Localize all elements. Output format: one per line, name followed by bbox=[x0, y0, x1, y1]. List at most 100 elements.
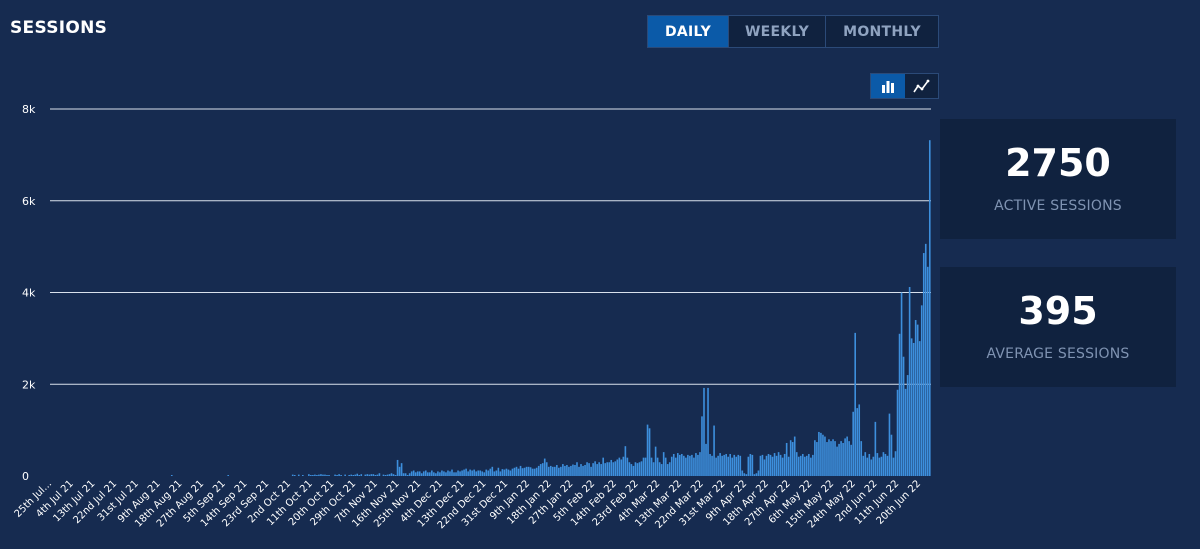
bar[interactable] bbox=[642, 457, 645, 476]
bar[interactable] bbox=[358, 475, 361, 476]
bar[interactable] bbox=[505, 468, 508, 476]
bar[interactable] bbox=[582, 465, 584, 476]
bar[interactable] bbox=[513, 467, 516, 476]
bar[interactable] bbox=[920, 305, 923, 476]
bar[interactable] bbox=[868, 453, 871, 476]
bar[interactable] bbox=[400, 463, 403, 476]
bar[interactable] bbox=[789, 440, 792, 476]
bar[interactable] bbox=[721, 455, 723, 476]
bar[interactable] bbox=[429, 472, 431, 476]
bar[interactable] bbox=[828, 439, 830, 476]
bar[interactable] bbox=[547, 466, 550, 476]
bar[interactable] bbox=[898, 333, 901, 476]
bar[interactable] bbox=[535, 467, 538, 476]
bar[interactable] bbox=[441, 470, 443, 477]
bar[interactable] bbox=[856, 408, 859, 476]
bar[interactable] bbox=[622, 456, 625, 476]
bar[interactable] bbox=[660, 464, 663, 476]
bar[interactable] bbox=[737, 454, 740, 476]
bar[interactable] bbox=[481, 471, 484, 476]
bar[interactable] bbox=[892, 457, 895, 476]
bar[interactable] bbox=[814, 440, 816, 476]
bar[interactable] bbox=[695, 453, 697, 476]
bar[interactable] bbox=[392, 474, 395, 476]
bar[interactable] bbox=[519, 465, 522, 476]
bar[interactable] bbox=[755, 473, 758, 476]
bar[interactable] bbox=[787, 456, 790, 476]
bar[interactable] bbox=[844, 438, 846, 476]
bar[interactable] bbox=[908, 287, 911, 476]
bar[interactable] bbox=[348, 475, 350, 476]
bar[interactable] bbox=[793, 436, 796, 476]
bar[interactable] bbox=[924, 243, 927, 476]
bar[interactable] bbox=[297, 474, 300, 476]
bar[interactable] bbox=[743, 473, 746, 476]
bar[interactable] bbox=[681, 453, 683, 476]
bar[interactable] bbox=[366, 474, 369, 476]
bar[interactable] bbox=[576, 462, 578, 476]
bar[interactable] bbox=[771, 456, 774, 476]
bar[interactable] bbox=[376, 474, 379, 476]
bar[interactable] bbox=[350, 474, 352, 476]
bar[interactable] bbox=[717, 455, 719, 476]
bar[interactable] bbox=[610, 459, 613, 476]
bar[interactable] bbox=[830, 441, 832, 476]
bar[interactable] bbox=[745, 474, 748, 476]
bar[interactable] bbox=[852, 411, 854, 476]
bar[interactable] bbox=[503, 469, 506, 476]
bar[interactable] bbox=[422, 471, 425, 476]
bar-chart-button[interactable] bbox=[871, 74, 905, 98]
bar[interactable] bbox=[676, 453, 679, 476]
bar[interactable] bbox=[322, 474, 324, 476]
bar[interactable] bbox=[791, 442, 794, 476]
bar[interactable] bbox=[735, 456, 738, 476]
bar[interactable] bbox=[602, 457, 604, 476]
bar[interactable] bbox=[797, 456, 800, 476]
bar[interactable] bbox=[674, 457, 677, 476]
bar[interactable] bbox=[705, 443, 707, 476]
bar[interactable] bbox=[515, 466, 518, 476]
bar[interactable] bbox=[487, 470, 490, 477]
bar[interactable] bbox=[672, 453, 675, 476]
bar[interactable] bbox=[713, 425, 715, 476]
bar[interactable] bbox=[836, 446, 838, 476]
bar[interactable] bbox=[572, 464, 574, 476]
bar[interactable] bbox=[491, 466, 494, 476]
bar[interactable] bbox=[551, 466, 554, 476]
bar[interactable] bbox=[461, 470, 463, 477]
bar[interactable] bbox=[354, 474, 357, 476]
bar[interactable] bbox=[499, 471, 502, 476]
bar[interactable] bbox=[880, 456, 883, 476]
bar[interactable] bbox=[424, 470, 427, 477]
bar[interactable] bbox=[340, 475, 342, 476]
bar[interactable] bbox=[638, 462, 641, 476]
bar[interactable] bbox=[874, 421, 877, 476]
bar[interactable] bbox=[646, 424, 649, 476]
bar[interactable] bbox=[475, 471, 477, 476]
bar[interactable] bbox=[455, 472, 457, 476]
bar[interactable] bbox=[463, 469, 465, 476]
bar[interactable] bbox=[769, 454, 772, 476]
bar[interactable] bbox=[402, 473, 405, 476]
bar[interactable] bbox=[406, 475, 409, 476]
bar[interactable] bbox=[644, 457, 647, 476]
bar[interactable] bbox=[293, 475, 296, 476]
bar[interactable] bbox=[763, 459, 766, 476]
bar[interactable] bbox=[783, 453, 786, 476]
bar[interactable] bbox=[485, 469, 488, 476]
daily-button[interactable]: DAILY bbox=[648, 16, 729, 47]
bar[interactable] bbox=[433, 472, 435, 476]
bar[interactable] bbox=[437, 471, 439, 476]
bar[interactable] bbox=[578, 466, 580, 476]
bar[interactable] bbox=[566, 464, 568, 476]
bar[interactable] bbox=[848, 441, 850, 476]
bar[interactable] bbox=[652, 462, 655, 476]
bar[interactable] bbox=[670, 456, 673, 476]
bar[interactable] bbox=[618, 457, 621, 476]
bar[interactable] bbox=[378, 473, 381, 476]
bar[interactable] bbox=[824, 436, 826, 476]
bar[interactable] bbox=[759, 455, 762, 476]
bar[interactable] bbox=[316, 475, 318, 476]
bar[interactable] bbox=[632, 465, 635, 476]
bar[interactable] bbox=[729, 453, 732, 476]
